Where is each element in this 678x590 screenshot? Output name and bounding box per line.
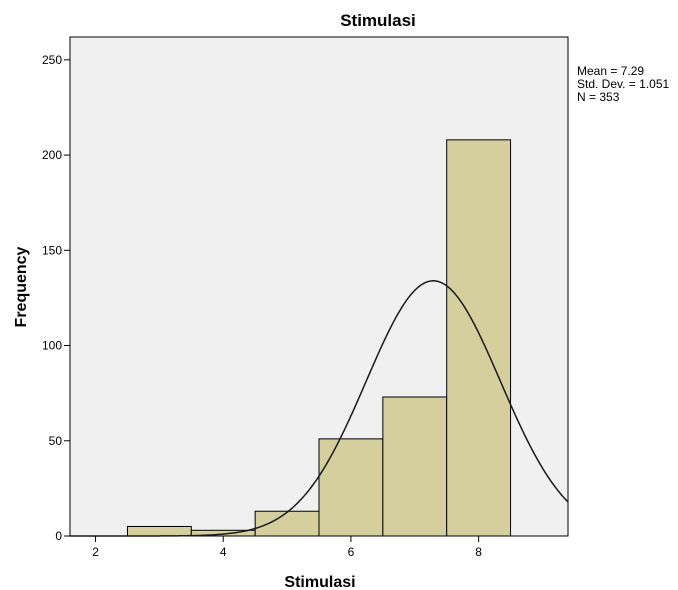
stats-mean: Mean = 7.29 [577, 64, 644, 78]
histogram-bar [126, 525, 192, 537]
y-tick-label: 100 [42, 339, 62, 353]
y-axis: 0 50 100 150 200 250 [42, 53, 70, 543]
histogram-bar [254, 510, 320, 537]
chart-title: Stimulasi [340, 11, 416, 30]
x-tick-label: 8 [475, 545, 482, 559]
x-tick-label: 4 [220, 545, 227, 559]
histogram-bar [446, 139, 512, 537]
y-axis-label: Frequency [13, 246, 30, 327]
y-tick-label: 0 [55, 529, 62, 543]
y-tick-label: 150 [42, 243, 62, 257]
normal-curve [70, 280, 569, 537]
x-axis-label: Stimulasi [284, 574, 355, 590]
y-tick-label: 50 [49, 434, 63, 448]
x-tick-label: 6 [348, 545, 355, 559]
histogram-bar [318, 438, 384, 537]
bars-group [126, 139, 512, 537]
x-axis: 2 4 6 8 [92, 536, 482, 559]
stats-n: N = 353 [577, 90, 620, 104]
y-tick-label: 200 [42, 148, 62, 162]
histogram-bar [382, 396, 448, 537]
x-tick-label: 2 [92, 545, 99, 559]
y-tick-label: 250 [42, 53, 62, 67]
stats-std-dev: Std. Dev. = 1.051 [577, 77, 669, 91]
